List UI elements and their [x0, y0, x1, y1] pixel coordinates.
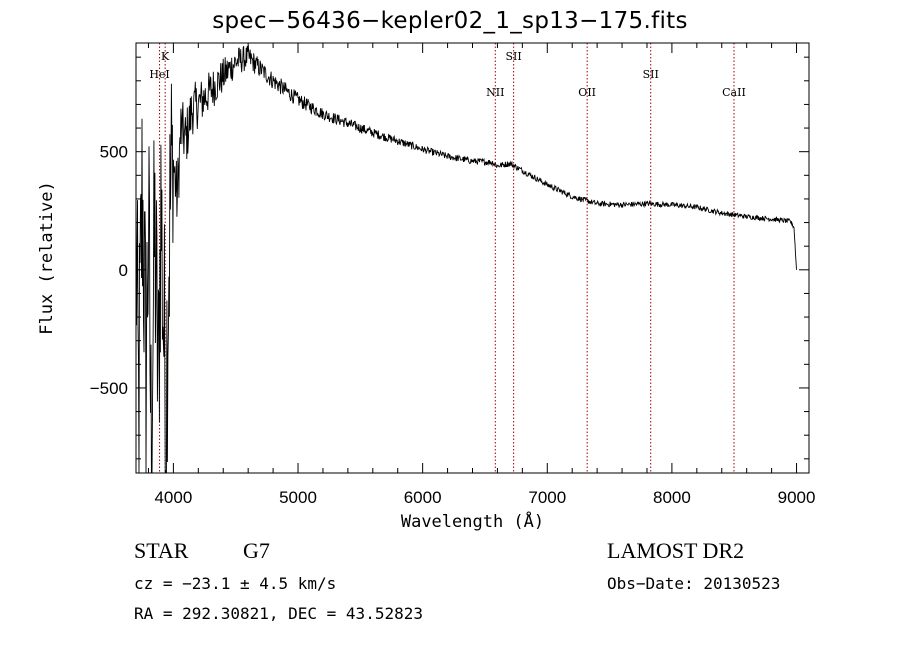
line-label-hei: HeI [149, 68, 169, 81]
line-label-sii: SII [506, 50, 522, 63]
line-label-caii: CaII [722, 86, 746, 99]
y-tick-label: 0 [119, 261, 128, 280]
chart-title: spec−56436−kepler02_1_sp13−175.fits [212, 8, 688, 34]
x-axis-label: Wavelength (Å) [401, 510, 544, 532]
coordinates-label: RA = 292.30821, DEC = 43.52823 [134, 604, 423, 623]
spectrum-line [136, 45, 797, 473]
survey-label: LAMOST DR2 [607, 538, 745, 563]
x-tick-label: 7000 [528, 488, 566, 507]
plot-frame [135, 42, 810, 474]
obs-date-label: Obs−Date: 20130523 [607, 574, 781, 593]
line-label-sii: SII [643, 68, 659, 81]
velocity-label: cz = −23.1 ± 4.5 km/s [134, 574, 337, 593]
x-tick-label: 5000 [279, 488, 317, 507]
object-class-label: STAR [134, 538, 189, 563]
x-tick-label: 9000 [778, 488, 816, 507]
subclass-label: G7 [243, 538, 270, 563]
y-tick-label: 500 [100, 143, 128, 162]
line-label-k: K [161, 50, 170, 63]
line-label-nii: NII [486, 86, 504, 99]
y-tick-label: −500 [90, 379, 128, 398]
x-tick-label: 6000 [404, 488, 442, 507]
y-axis-label: Flux (relative) [37, 181, 57, 335]
x-tick-label: 8000 [653, 488, 691, 507]
x-tick-label: 4000 [154, 488, 192, 507]
line-label-oii: OII [578, 86, 596, 99]
